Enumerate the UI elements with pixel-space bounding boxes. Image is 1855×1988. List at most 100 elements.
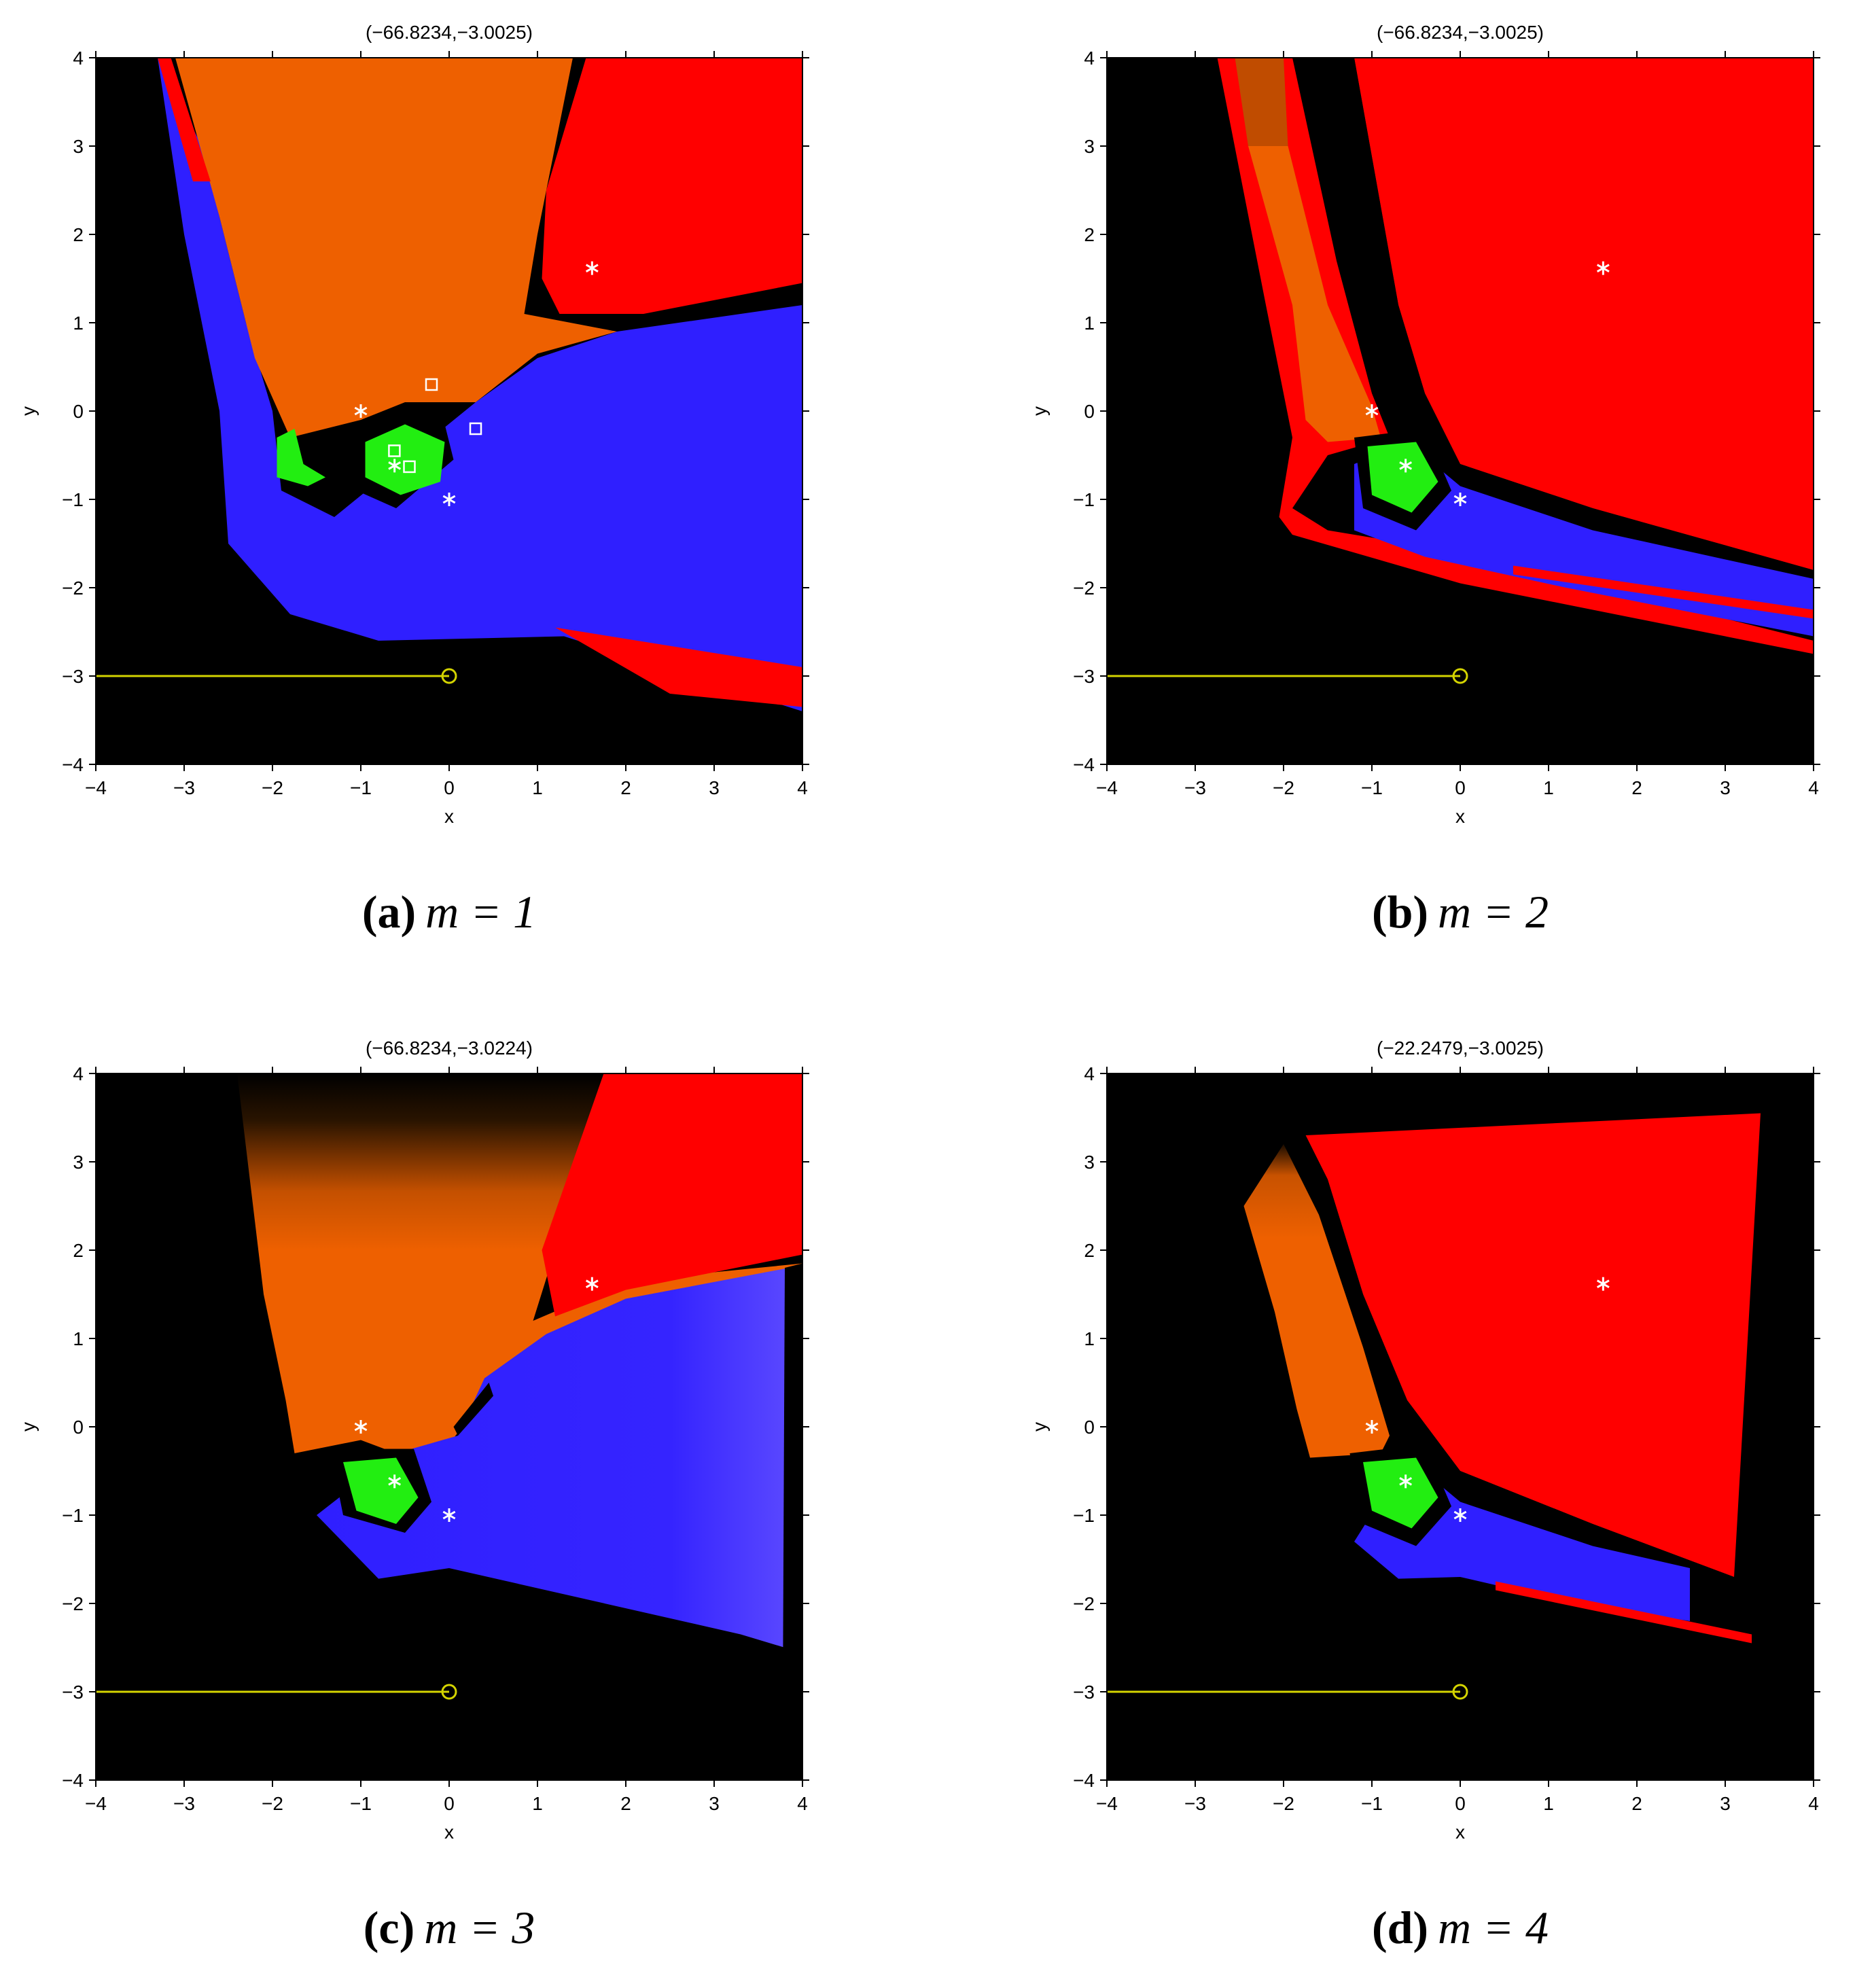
basin-region xyxy=(317,1268,790,1648)
star-stroke xyxy=(442,1510,456,1520)
y-tick-label: −4 xyxy=(62,1770,84,1791)
y-tick-label: 2 xyxy=(1084,224,1095,245)
y-tick-label: 3 xyxy=(1084,1152,1095,1173)
basin-region xyxy=(1296,58,1814,584)
y-tick-label: −1 xyxy=(1073,489,1095,510)
caption: (c) m = 3 xyxy=(364,1902,535,1953)
x-tick-label: −2 xyxy=(1273,777,1294,798)
y-tick-label: 1 xyxy=(1084,1328,1095,1349)
basin-region xyxy=(343,1457,419,1524)
fixed-point xyxy=(1453,1508,1467,1522)
plot-area xyxy=(96,58,802,764)
y-tick-label: −1 xyxy=(62,489,84,510)
y-tick-label: −3 xyxy=(62,1682,84,1703)
x-tick-label: −3 xyxy=(173,777,195,798)
basin-region xyxy=(1354,442,1814,637)
y-axis-label: y xyxy=(1029,1422,1050,1432)
x-axis-label: x xyxy=(444,1822,454,1843)
basin-region xyxy=(1354,58,1814,570)
square-point xyxy=(425,378,438,391)
caption-text: m = 2 xyxy=(1438,886,1549,938)
x-axis-label: x xyxy=(1455,1822,1465,1843)
x-tick-label: −1 xyxy=(350,777,372,798)
basin-region xyxy=(158,58,802,711)
fixed-point xyxy=(388,459,402,473)
y-tick-label: −4 xyxy=(62,754,84,775)
caption-text: m = 1 xyxy=(425,886,536,938)
basin-region xyxy=(1248,146,1381,442)
panel-title: (−22.2479,−3.0025) xyxy=(1377,1037,1544,1059)
x-tick-label: 2 xyxy=(1631,777,1642,798)
star-stroke xyxy=(388,461,402,470)
path-end xyxy=(441,668,457,684)
fixed-point xyxy=(1596,261,1610,275)
x-tick-label: −4 xyxy=(1096,1793,1118,1814)
panel: −4 −3 −2 −1 0 1 2 3 4 −4 −3 −2 −1 0 1 2 3 4 x y (−66.8234,−3… xyxy=(18,1037,809,1953)
y-tick-label: −1 xyxy=(1073,1505,1095,1526)
fixed-point xyxy=(1399,1474,1413,1489)
x-tick-label: 4 xyxy=(1808,1793,1819,1814)
x-tick-label: 4 xyxy=(797,1793,808,1814)
square-point xyxy=(388,444,401,457)
basin-region xyxy=(555,627,802,707)
y-tick-label: 0 xyxy=(73,401,84,422)
y-tick-label: 4 xyxy=(1084,48,1095,69)
y-tick-label: −3 xyxy=(1073,666,1095,687)
caption-label: (d) xyxy=(1372,1902,1428,1953)
x-tick-label: −4 xyxy=(85,777,107,798)
x-tick-label: 3 xyxy=(1720,1793,1731,1814)
star-stroke xyxy=(1365,406,1379,416)
x-tick-label: 2 xyxy=(620,1793,631,1814)
basin-region xyxy=(1284,1135,1734,1586)
star-stroke xyxy=(1596,1279,1610,1288)
x-tick-label: −2 xyxy=(262,1793,283,1814)
y-tick-label: 2 xyxy=(73,1240,84,1261)
star-stroke xyxy=(1596,264,1610,272)
panel-title: (−66.8234,−3.0025) xyxy=(366,22,533,43)
x-tick-label: −3 xyxy=(1184,777,1206,798)
x-tick-label: 0 xyxy=(1455,1793,1466,1814)
plot-area xyxy=(1107,58,1814,764)
x-tick-label: 1 xyxy=(1543,777,1554,798)
x-tick-label: −4 xyxy=(1096,777,1118,798)
fixed-point xyxy=(354,404,368,418)
square-point xyxy=(469,422,482,436)
y-tick-label: 0 xyxy=(73,1417,84,1438)
x-tick-label: 1 xyxy=(532,777,543,798)
panel: −4 −3 −2 −1 0 1 2 3 4 −4 −3 −2 −1 0 1 2 3 4 x y (−66.8234,−3… xyxy=(18,22,809,938)
y-axis-label: y xyxy=(1029,406,1050,416)
star-stroke xyxy=(354,406,368,416)
y-axis-label: y xyxy=(18,1422,39,1432)
star-stroke xyxy=(1453,1510,1467,1520)
fixed-point xyxy=(388,1474,402,1489)
fixed-point xyxy=(585,261,599,275)
y-tick-label: 3 xyxy=(73,1152,84,1173)
x-tick-label: −1 xyxy=(1361,1793,1383,1814)
y-tick-label: −1 xyxy=(62,1505,84,1526)
star-stroke xyxy=(388,1477,402,1486)
star-stroke xyxy=(1453,495,1467,504)
caption-label: (a) xyxy=(362,886,416,938)
basin-region xyxy=(237,1073,802,1467)
star-stroke xyxy=(354,1422,368,1432)
basin-region xyxy=(453,1383,493,1436)
x-tick-label: −1 xyxy=(1361,777,1383,798)
path-end xyxy=(1452,1684,1468,1700)
x-tick-label: −1 xyxy=(350,1793,372,1814)
basin-region xyxy=(1513,565,1814,619)
basin-region xyxy=(783,1263,802,1656)
caption: (d) m = 4 xyxy=(1372,1902,1549,1953)
basin-region xyxy=(1496,1581,1752,1644)
basin-region xyxy=(542,1073,802,1317)
basin-region xyxy=(365,424,445,495)
basin-region xyxy=(277,429,325,486)
star-stroke xyxy=(1399,1477,1413,1486)
x-tick-label: −3 xyxy=(1184,1793,1206,1814)
panel: −4 −3 −2 −1 0 1 2 3 4 −4 −3 −2 −1 0 1 2 3 4 x y (−22.2479,−3… xyxy=(1029,1037,1820,1953)
y-tick-label: 2 xyxy=(73,224,84,245)
y-tick-label: 3 xyxy=(1084,136,1095,157)
x-tick-label: 0 xyxy=(444,1793,455,1814)
star-stroke xyxy=(442,495,456,504)
fixed-point xyxy=(442,1508,456,1522)
